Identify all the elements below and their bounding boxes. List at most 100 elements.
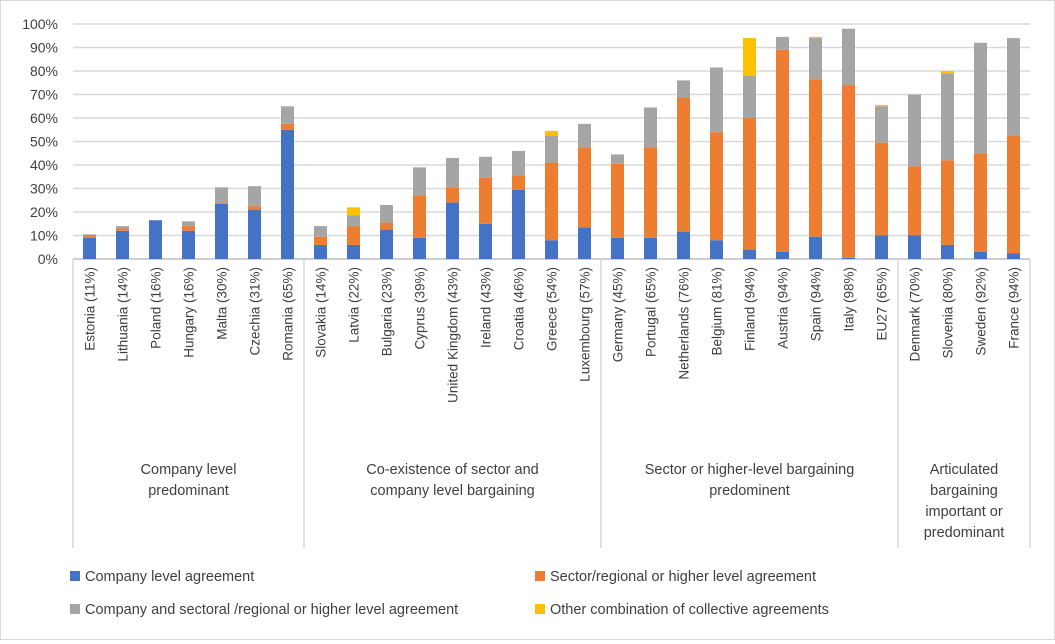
group-label: Articulated [930, 462, 999, 478]
bar-segment [446, 187, 459, 203]
legend-swatch [535, 571, 545, 581]
bar-segment [545, 135, 558, 163]
bar-segment [347, 215, 360, 227]
legend-label: Sector/regional or higher level agreemen… [550, 569, 816, 585]
bar-segment [875, 105, 888, 107]
bar-segment [941, 73, 954, 161]
y-tick-label: 100% [22, 16, 58, 32]
bar-segment [215, 187, 228, 203]
bar-segment [875, 106, 888, 143]
bar-segment [413, 167, 426, 196]
bar-segment [644, 107, 657, 148]
group-labels: Company level predominant Co-existence of … [72, 259, 1031, 548]
bar-segment [677, 80, 690, 99]
bar-segment [182, 226, 195, 231]
bar-segment [314, 236, 327, 245]
bar-segment [512, 150, 525, 176]
bar-segment [578, 147, 591, 228]
bar-segment [776, 251, 789, 259]
x-axis-labels: Estonia (11%) Lithuania (14%) Poland (16%)… [83, 267, 1022, 403]
bar-segment [380, 222, 393, 230]
bar-segment [215, 203, 228, 259]
bar-segment [281, 129, 294, 259]
group-label: important or [925, 504, 1003, 520]
bar-segment [743, 118, 756, 250]
bar-segment [215, 202, 228, 204]
y-tick-label: 10% [30, 228, 58, 244]
bar-segment [446, 202, 459, 259]
bar-segment [611, 237, 624, 259]
bar-segment [545, 130, 558, 136]
x-tick-label: Hungary (16%) [182, 267, 197, 358]
group-label: Sector or higher-level bargaining [645, 462, 855, 478]
bar-segment [743, 38, 756, 76]
bar-segment [512, 189, 525, 259]
bar-segment [941, 71, 954, 74]
bar-segment [611, 163, 624, 238]
y-axis-ticks: 0% 10% 20% 30% 40% 50% 60% 70% 80% 90% 100% [22, 16, 58, 267]
bar-segment [1007, 253, 1020, 259]
bar-segment [974, 42, 987, 154]
y-tick-label: 50% [30, 134, 58, 150]
bar-segment [710, 240, 723, 259]
bar-segment [116, 226, 129, 229]
bar-segment [809, 79, 822, 237]
bar-segment [809, 38, 822, 80]
bar-segment [182, 221, 195, 227]
bar-segment [281, 123, 294, 130]
bar-segment [611, 154, 624, 164]
bar-segment [446, 157, 459, 188]
bar-segment [83, 237, 96, 259]
bar-segment [413, 195, 426, 238]
bar-segment [842, 257, 855, 259]
bar-segment [875, 235, 888, 259]
bar-segment [776, 49, 789, 252]
group-label: predominent [709, 483, 790, 499]
x-tick-label: Slovakia (14%) [314, 267, 329, 358]
y-tick-label: 60% [30, 110, 58, 126]
bar-segment [182, 230, 195, 259]
bar-segment [479, 156, 492, 178]
x-tick-label: Denmark (70%) [908, 267, 923, 362]
bar-segment [545, 162, 558, 241]
legend: Company level agreement Sector/regional o… [70, 569, 829, 618]
x-tick-label: Slovenia (80%) [941, 267, 956, 359]
bar-segment [743, 75, 756, 118]
bar-segment [380, 204, 393, 223]
bars [83, 28, 1020, 259]
x-tick-label: Romania (65%) [281, 267, 296, 361]
bar-segment [479, 223, 492, 259]
x-tick-label: Czechia (31%) [248, 267, 263, 356]
bar-segment [1007, 38, 1020, 136]
x-tick-label: United Kingdom (43%) [446, 267, 461, 403]
bar-segment [842, 28, 855, 86]
bar-segment [578, 227, 591, 259]
bar-segment [776, 36, 789, 50]
x-tick-label: Estonia (11%) [83, 267, 98, 351]
bar-segment [347, 207, 360, 216]
x-tick-label: Greece (54%) [545, 267, 560, 351]
x-tick-label: Finland (94%) [743, 267, 758, 351]
group-label: bargaining [930, 483, 998, 499]
legend-label: Company level agreement [85, 569, 254, 585]
y-tick-label: 30% [30, 181, 58, 197]
group-label: predominant [924, 525, 1005, 541]
x-tick-label: Netherlands (76%) [677, 267, 692, 380]
bar-segment [248, 209, 261, 259]
x-tick-label: Germany (45%) [611, 267, 626, 362]
y-tick-label: 0% [38, 251, 58, 267]
x-tick-label: Belgium (81%) [710, 267, 725, 356]
bar-segment [281, 106, 294, 124]
bar-segment [809, 236, 822, 259]
bar-segment [908, 235, 921, 259]
bar-segment [941, 160, 954, 245]
x-tick-label: Italy (98%) [842, 267, 857, 332]
group-label: predominant [148, 483, 229, 499]
x-tick-label: EU27 (65%) [875, 267, 890, 341]
bar-segment [809, 36, 822, 39]
bar-segment [875, 142, 888, 236]
bar-segment [578, 123, 591, 148]
x-tick-label: Lithuania (14%) [116, 267, 131, 362]
